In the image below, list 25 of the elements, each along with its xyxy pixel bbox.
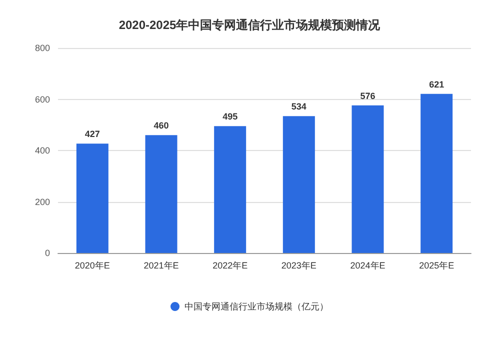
y-tick-label: 600 xyxy=(34,94,50,104)
y-tick-label: 0 xyxy=(44,248,50,258)
bar xyxy=(420,94,453,253)
bar xyxy=(145,135,178,253)
bar xyxy=(214,126,246,253)
bar xyxy=(76,144,108,253)
data-label: 621 xyxy=(429,79,444,90)
data-label: 576 xyxy=(360,90,376,101)
x-tick-label: 2022年E xyxy=(212,260,248,270)
y-tick-label: 400 xyxy=(34,146,50,156)
legend-label: 中国专网通信行业市场规模（亿元） xyxy=(184,302,328,312)
y-tick-label: 800 xyxy=(34,43,50,53)
x-tick-label: 2020年E xyxy=(74,260,110,270)
bar xyxy=(282,116,315,253)
data-label: 534 xyxy=(291,102,306,112)
data-label: 460 xyxy=(154,120,169,131)
data-label: 427 xyxy=(84,129,100,140)
y-tick-label: 200 xyxy=(34,196,50,207)
x-tick-label: 2021年E xyxy=(144,260,179,270)
chart-title: 2020-2025年中国专网通信行业市场规模预测情况 xyxy=(118,18,382,32)
x-tick-label: 2025年E xyxy=(419,260,454,270)
bar xyxy=(352,105,384,253)
x-tick-label: 2024年E xyxy=(350,260,386,270)
x-tick-label: 2023年E xyxy=(281,260,316,270)
data-label: 495 xyxy=(222,112,238,122)
